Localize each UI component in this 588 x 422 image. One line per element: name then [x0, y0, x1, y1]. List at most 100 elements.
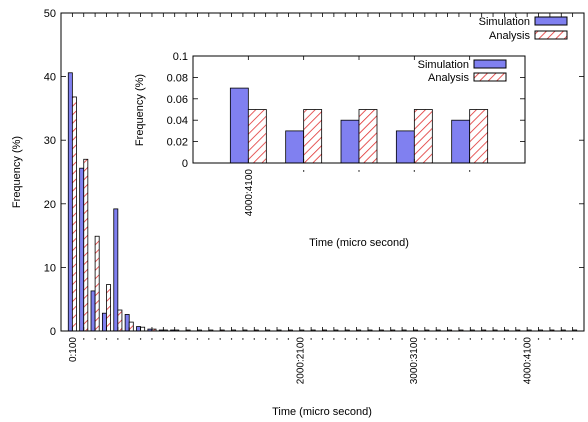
inset-simulation-bar: [395, 130, 415, 164]
inset-legend: Simulation Analysis: [418, 59, 507, 84]
main-x-tick-dot: [458, 338, 460, 340]
main-x-tick-dot: [537, 338, 540, 340]
inset-simulation-bar: [285, 130, 305, 164]
inset-analysis-bar: [358, 109, 378, 164]
main-y-tick-label: 20: [44, 199, 56, 211]
main-analysis-bar: [71, 96, 77, 332]
main-x-tick-dot: [492, 338, 494, 340]
main-x-axis-label: Time (micro second): [272, 406, 372, 418]
main-x-tick-dot: [151, 338, 153, 340]
main-x-tick-dot: [173, 338, 176, 340]
main-x-tick-dot: [424, 338, 426, 340]
main-analysis-bar: [117, 309, 123, 332]
inset-x-tick-label: 4000:4100: [244, 169, 255, 217]
main-x-tick-dot: [321, 338, 324, 340]
main-plot-frame: [60, 12, 585, 332]
main-legend-simulation-label: Simulation: [479, 16, 530, 28]
main-simulation-bar: [90, 290, 96, 332]
main-x-tick-dot: [515, 338, 517, 340]
main-simulation-bar: [67, 72, 73, 332]
main-x-tick-dot: [83, 338, 85, 340]
main-x-tick-dot: [469, 338, 472, 340]
inset-simulation-bar: [229, 87, 249, 164]
inset-y-tick-label: 0.1: [173, 51, 188, 63]
main-y-tick-label: 0: [50, 326, 56, 338]
main-x-tick-dot: [287, 338, 290, 340]
inset-analysis-bar: [413, 109, 433, 164]
inset-legend-analysis-swatch: [473, 72, 507, 82]
main-analysis-bar: [106, 284, 111, 332]
main-x-tick-dot: [390, 338, 392, 340]
main-x-tick-dot: [196, 338, 199, 340]
main-simulation-bar: [113, 208, 119, 332]
main-simulation-bar: [124, 314, 130, 332]
main-analysis-bar: [94, 235, 100, 332]
main-x-tick-dot: [310, 338, 312, 340]
main-x-tick-label: 3000:3100: [409, 337, 420, 385]
inset-analysis-bar: [247, 109, 267, 164]
main-x-tick-dot: [571, 338, 574, 340]
main-simulation-bar: [101, 312, 107, 332]
main-analysis-bar: [83, 158, 89, 332]
main-x-tick-dot: [185, 338, 187, 340]
inset-y-tick-label: 0.08: [167, 72, 188, 84]
inset-y-tick-label: 0.06: [167, 94, 188, 106]
main-legend: Simulation Analysis: [479, 16, 568, 42]
inset-ticks: 4000:4100 0 0.02 0.04 0.06 0.08 0.1: [167, 51, 525, 216]
main-legend-analysis-label: Analysis: [489, 30, 530, 42]
main-y-tick-label: 10: [44, 262, 56, 274]
main-x-tick-dot: [162, 338, 165, 340]
main-simulation-bar: [136, 326, 141, 332]
inset-y-tick-label: 0.04: [167, 115, 188, 127]
main-x-tick-dot: [128, 338, 130, 340]
main-x-tick-dot: [264, 338, 267, 340]
main-legend-simulation-swatch: [534, 16, 568, 26]
inset-x-tick-dot: [413, 170, 416, 172]
inset-y-axis-label: Frequency (%): [134, 74, 146, 146]
main-y-axis-label: Frequency (%): [11, 136, 23, 208]
main-simulation-bar: [79, 167, 85, 332]
main-x-tick-dot: [208, 338, 210, 340]
inset-chart: 4000:4100 0 0.02 0.04 0.06 0.08 0.1 Time (micr…: [134, 51, 526, 249]
main-x-tick-dot: [401, 338, 403, 340]
inset-simulation-bar: [451, 119, 471, 164]
main-x-tick-dot: [355, 338, 358, 340]
main-x-tick-label: 0:100: [68, 337, 79, 362]
main-x-tick-dot: [139, 338, 142, 340]
main-x-tick-dot: [503, 338, 506, 340]
inset-simulation-bar: [340, 119, 360, 164]
main-analysis-bar: [140, 326, 146, 332]
main-x-tick-dot: [333, 338, 335, 340]
main-x-tick-dot: [480, 338, 483, 340]
main-x-tick-dot: [253, 338, 255, 340]
main-x-tick-dot: [219, 338, 221, 340]
main-x-tick-dot: [276, 338, 278, 340]
inset-bars: [229, 87, 489, 164]
main-x-tick-dot: [560, 338, 562, 340]
inset-plot-frame: [192, 55, 526, 164]
inset-x-tick-dot: [468, 170, 471, 172]
main-x-tick-dot: [105, 338, 108, 340]
main-x-tick-dot: [367, 338, 369, 340]
main-x-tick-dot: [549, 338, 551, 340]
main-x-tick-dot: [435, 338, 437, 340]
inset-legend-analysis-label: Analysis: [428, 72, 469, 84]
main-x-tick-dot: [378, 338, 381, 340]
main-chart: 0:100 2000:2100 3000:3100 4000:4100 0 10 20 30 4…: [11, 8, 585, 418]
main-y-tick-label: 30: [44, 135, 56, 147]
inset-legend-simulation-swatch: [473, 59, 507, 69]
main-x-tick-dot: [344, 338, 346, 340]
main-x-tick-dot: [117, 338, 119, 340]
main-x-tick-dot: [230, 338, 233, 340]
inset-y-tick-label: 0.02: [167, 137, 188, 149]
main-x-tick-label: 4000:4100: [523, 337, 534, 385]
inset-x-tick-dot: [358, 170, 360, 172]
inset-x-axis-label: Time (micro second): [309, 237, 409, 249]
main-x-tick-label: 2000:2100: [295, 337, 306, 385]
inset-y-tick-label: 0: [182, 158, 188, 170]
inset-legend-simulation-label: Simulation: [418, 59, 469, 71]
main-y-tick-label: 40: [44, 72, 56, 84]
main-y-tick-label: 50: [44, 8, 56, 20]
main-x-tick-dot: [242, 338, 244, 340]
